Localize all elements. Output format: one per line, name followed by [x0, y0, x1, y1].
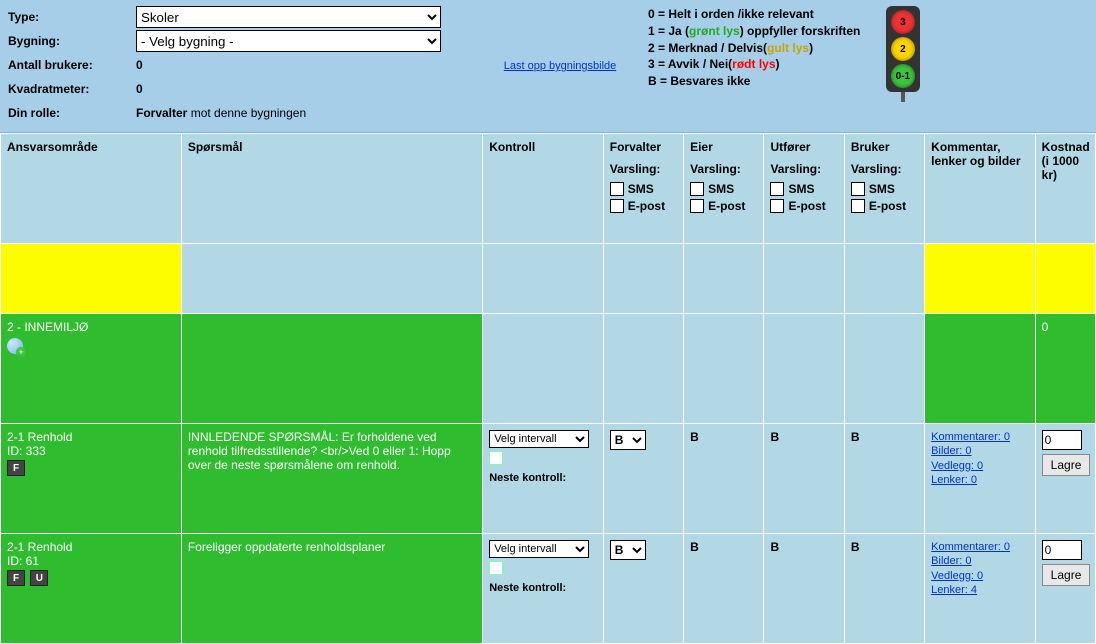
- bruker-epost-checkbox[interactable]: E-post: [851, 199, 918, 213]
- header-row: Ansvarsområde Spørsmål Kontroll Forvalte…: [1, 134, 1096, 244]
- kontroll-cell: Velg intervall Neste kontroll:: [483, 424, 604, 534]
- intervall-select[interactable]: Velg intervall: [489, 540, 589, 558]
- kontroll-cell: Velg intervall Neste kontroll:: [483, 534, 604, 644]
- lenker-link[interactable]: Lenker: 4: [931, 583, 1029, 597]
- label-type: Type:: [6, 10, 136, 24]
- type-select[interactable]: Skoler: [136, 6, 441, 28]
- sporsmal-cell: INNLEDENDE SPØRSMÅL: Er forholdene ved r…: [181, 424, 482, 534]
- lagre-button[interactable]: Lagre: [1042, 564, 1091, 586]
- utforer-sms-checkbox[interactable]: SMS: [770, 182, 837, 196]
- hdr-sporsmal: Spørsmål: [181, 134, 482, 244]
- ansvar-cell: 2-1 Renhold ID: 61 F U: [1, 534, 182, 644]
- bruker-cell: B: [844, 424, 924, 534]
- main-grid: Ansvarsområde Spørsmål Kontroll Forvalte…: [0, 133, 1096, 644]
- kostnad-cell: Lagre: [1035, 534, 1095, 644]
- section-row: 2 - INNEMILJØ 0: [1, 314, 1096, 424]
- ansvar-cell: 2-1 Renhold ID: 333 F: [1, 424, 182, 534]
- upload-area: Last opp bygningsbilde: [480, 0, 640, 132]
- hdr-kostnad: Kostnad (i 1000 kr): [1035, 134, 1095, 244]
- forvalter-b-select[interactable]: B: [610, 540, 646, 560]
- kostnad-cell: Lagre: [1035, 424, 1095, 534]
- label-antall: Antall brukere:: [6, 58, 136, 72]
- intervall-select[interactable]: Velg intervall: [489, 430, 589, 448]
- hdr-kommentar: Kommentar, lenker og bilder: [925, 134, 1036, 244]
- utforer-cell: B: [764, 424, 844, 534]
- utforer-cell: B: [764, 534, 844, 644]
- lagre-button[interactable]: Lagre: [1042, 454, 1091, 476]
- yellow-spacer-row: [1, 244, 1096, 314]
- badge-u: U: [30, 570, 48, 586]
- legend-text: 0 = Helt i orden /ikke relevant 1 = Ja (…: [648, 6, 860, 126]
- section-kostnad: 0: [1035, 314, 1095, 424]
- calendar-icon[interactable]: [489, 451, 503, 465]
- label-bygning: Bygning:: [6, 34, 136, 48]
- hdr-bruker: Bruker Varsling: SMS E-post: [844, 134, 924, 244]
- legend-area: 0 = Helt i orden /ikke relevant 1 = Ja (…: [640, 0, 1096, 132]
- hdr-utforer: Utfører Varsling: SMS E-post: [764, 134, 844, 244]
- building-info: Type: Skoler Bygning: - Velg bygning - A…: [0, 0, 480, 132]
- bygning-select[interactable]: - Velg bygning -: [136, 30, 441, 52]
- forvalter-sms-checkbox[interactable]: SMS: [610, 182, 677, 196]
- forvalter-epost-checkbox[interactable]: E-post: [610, 199, 677, 213]
- hdr-eier: Eier Varsling: SMS E-post: [684, 134, 764, 244]
- value-antall: 0: [136, 58, 474, 72]
- value-kvadrat: 0: [136, 82, 474, 96]
- section-title-cell: 2 - INNEMILJØ: [1, 314, 182, 424]
- vedlegg-link[interactable]: Vedlegg: 0: [931, 569, 1029, 583]
- value-rolle: Forvalter mot denne bygningen: [136, 106, 474, 120]
- top-panel: Type: Skoler Bygning: - Velg bygning - A…: [0, 0, 1096, 133]
- eier-epost-checkbox[interactable]: E-post: [690, 199, 757, 213]
- bilder-link[interactable]: Bilder: 0: [931, 554, 1029, 568]
- kommentar-cell: Kommentarer: 0 Bilder: 0 Vedlegg: 0 Lenk…: [925, 424, 1036, 534]
- utforer-epost-checkbox[interactable]: E-post: [770, 199, 837, 213]
- calendar-icon[interactable]: [489, 561, 503, 575]
- eier-sms-checkbox[interactable]: SMS: [690, 182, 757, 196]
- badge-f: F: [7, 570, 25, 586]
- forvalter-cell: B: [603, 534, 683, 644]
- kommentarer-link[interactable]: Kommentarer: 0: [931, 430, 1029, 444]
- label-kvadrat: Kvadratmeter:: [6, 82, 136, 96]
- kommentar-cell: Kommentarer: 0 Bilder: 0 Vedlegg: 0 Lenk…: [925, 534, 1036, 644]
- question-row: 2-1 Renhold ID: 61 F U Foreligger oppdat…: [1, 534, 1096, 644]
- badge-f: F: [7, 460, 25, 476]
- hdr-ansvar: Ansvarsområde: [1, 134, 182, 244]
- forvalter-cell: B: [603, 424, 683, 534]
- bilder-link[interactable]: Bilder: 0: [931, 444, 1029, 458]
- kommentarer-link[interactable]: Kommentarer: 0: [931, 540, 1029, 554]
- eier-cell: B: [684, 424, 764, 534]
- vedlegg-link[interactable]: Vedlegg: 0: [931, 459, 1029, 473]
- globe-plus-icon[interactable]: [7, 338, 23, 354]
- hdr-kontroll: Kontroll: [483, 134, 604, 244]
- eier-cell: B: [684, 534, 764, 644]
- label-rolle: Din rolle:: [6, 106, 136, 120]
- traffic-light-icon: 3 2 0-1: [880, 6, 925, 126]
- question-row: 2-1 Renhold ID: 333 F INNLEDENDE SPØRSMÅ…: [1, 424, 1096, 534]
- kostnad-input[interactable]: [1042, 430, 1082, 450]
- hdr-forvalter: Forvalter Varsling: SMS E-post: [603, 134, 683, 244]
- bruker-sms-checkbox[interactable]: SMS: [851, 182, 918, 196]
- upload-image-link[interactable]: Last opp bygningsbilde: [504, 60, 617, 72]
- bruker-cell: B: [844, 534, 924, 644]
- sporsmal-cell: Foreligger oppdaterte renholdsplaner: [181, 534, 482, 644]
- kostnad-input[interactable]: [1042, 540, 1082, 560]
- forvalter-b-select[interactable]: B: [610, 430, 646, 450]
- lenker-link[interactable]: Lenker: 0: [931, 473, 1029, 487]
